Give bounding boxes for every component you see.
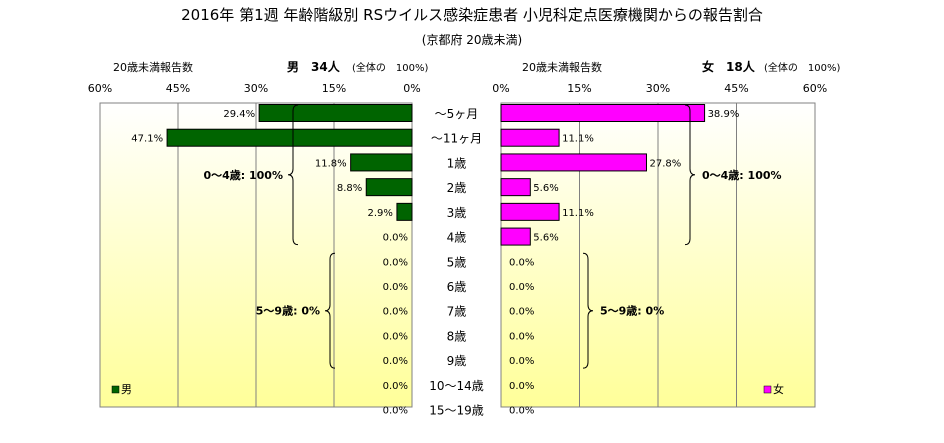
female-data-label: 27.8% [649,158,681,169]
female-bar [500,202,560,221]
male-data-label: 0.0% [383,307,408,318]
male-data-label: 0.0% [383,233,408,244]
female-data-label: 38.9% [708,109,740,120]
male-bar [258,104,413,122]
female-data-label: 5.6% [533,183,558,194]
female-bar [500,227,531,246]
male-count: 男 34人 [287,60,340,74]
female-data-label: 0.0% [509,307,534,318]
group-brace [684,104,696,246]
chart-subtitle: (京都府 20歳未満) [421,33,523,47]
female-tick-label: 15% [567,82,591,95]
male-data-label: 0.0% [383,406,408,417]
female-data-label: 0.0% [509,282,534,293]
group-brace [287,104,299,246]
male-bar [166,128,413,147]
male-data-label: 0.0% [383,282,408,293]
female-data-label: 0.0% [509,356,534,367]
age-category-label: 4歳 [447,231,467,245]
female-data-label: 0.0% [509,381,534,392]
male-group-annotation: 0～4歳: 100% [203,168,283,182]
age-category-label: 2歳 [447,181,467,195]
female-data-label: 0.0% [509,406,534,417]
male-legend-label: 男 [121,383,132,396]
left-count-label: 20歳未満報告数 [113,61,193,74]
age-category-label: 6歳 [447,280,467,294]
age-category-label: 8歳 [447,329,467,343]
male-data-label: 47.1% [131,134,163,145]
female-legend-swatch [763,385,772,394]
age-category-label: 5歳 [447,255,467,269]
male-tick-label: 60% [88,82,112,95]
male-data-label: 0.0% [383,257,408,268]
male-data-label: 29.4% [223,109,255,120]
female-tick-label: 30% [646,82,670,95]
female-data-label: 11.1% [562,134,594,145]
group-brace [324,252,336,369]
male-data-label: 2.9% [368,208,393,219]
male-legend-swatch [111,385,120,394]
right-count-label: 20歳未満報告数 [522,61,602,74]
female-tick-label: 45% [724,82,748,95]
left-total-note: (全体の 100%) [352,63,429,74]
male-data-label: 0.0% [383,356,408,367]
female-tick-label: 0% [492,82,509,95]
male-tick-label: 45% [166,82,190,95]
male-data-label: 0.0% [383,381,408,392]
age-category-label: 1歳 [447,156,467,170]
right-total-note: (全体の 100%) [764,63,841,74]
male-data-label: 11.8% [315,158,347,169]
male-bar [350,153,413,172]
female-bar [500,128,560,147]
age-category-label: 9歳 [447,354,467,368]
age-category-label: 3歳 [447,206,467,220]
female-count: 女 18人 [702,60,755,74]
male-bar [396,202,413,221]
age-category-label: ～5ヶ月 [435,107,479,121]
chart-title: 2016年 第1週 年齢階級別 RSウイルス感染症患者 小児科定点医療機関からの… [181,6,763,24]
female-group-annotation: 0～4歳: 100% [702,168,782,182]
right-gender-count: 女 18人 [702,58,755,75]
male-data-label: 8.8% [337,183,362,194]
group-brace [582,252,594,369]
age-category-label: 7歳 [447,305,467,319]
female-group-annotation: 5～9歳: 0% [600,304,664,318]
female-data-label: 5.6% [533,233,558,244]
female-bar [500,104,706,122]
male-bar [365,178,413,197]
male-tick-label: 30% [244,82,268,95]
age-category-label: ～11ヶ月 [431,132,482,146]
left-gender-count: 男 34人 [287,58,340,75]
male-data-label: 0.0% [383,331,408,342]
male-group-annotation: 5～9歳: 0% [256,304,320,318]
female-bar [500,178,531,197]
female-tick-label: 60% [803,82,827,95]
age-category-label: 10～14歳 [429,379,484,393]
female-bar [500,153,647,172]
female-data-label: 11.1% [562,208,594,219]
female-data-label: 0.0% [509,257,534,268]
female-legend-label: 女 [773,382,784,396]
female-data-label: 0.0% [509,331,534,342]
male-tick-label: 15% [322,82,346,95]
age-category-label: 15～19歳 [429,404,484,418]
male-tick-label: 0% [403,82,420,95]
